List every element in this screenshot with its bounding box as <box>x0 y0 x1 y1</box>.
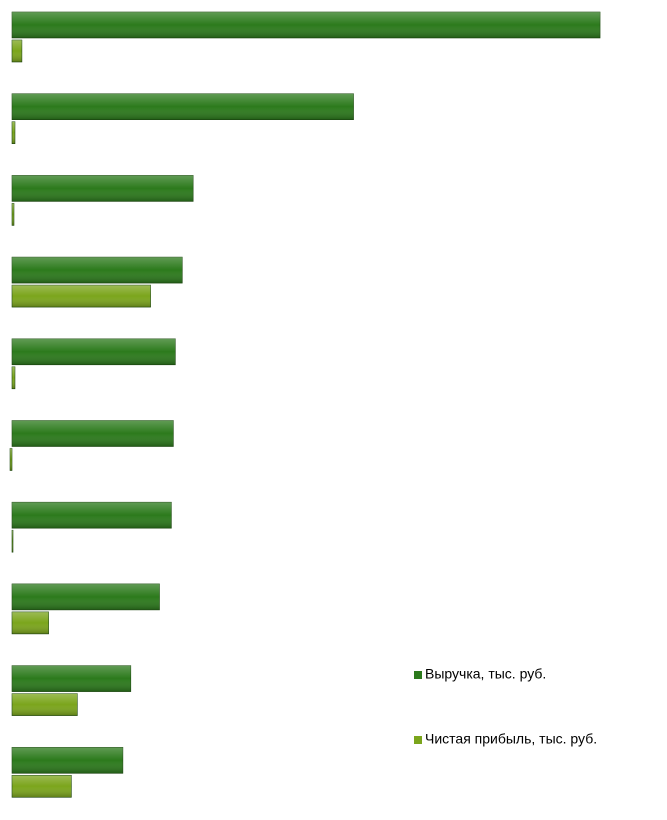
bar-shade <box>12 665 131 692</box>
bar-shade <box>12 175 194 202</box>
bar-shade <box>12 530 13 553</box>
bar-shade <box>12 203 14 226</box>
legend-label: Чистая прибыль, тыс. руб. <box>425 731 597 747</box>
bar-shade <box>12 420 174 447</box>
bar-shade <box>12 285 151 308</box>
bar-shade <box>12 502 172 529</box>
bar-shade <box>12 257 183 284</box>
bar-shade <box>12 366 15 389</box>
bar-shade <box>12 583 160 610</box>
bar-shade <box>12 775 72 798</box>
bar-shade <box>12 93 354 120</box>
bar-shade <box>12 693 78 716</box>
bar-shade <box>12 121 15 144</box>
legend-label: Выручка, тыс. руб. <box>425 666 546 682</box>
legend-swatch <box>414 736 422 744</box>
legend-swatch <box>414 671 422 679</box>
bar-shade <box>12 338 176 365</box>
bar-shade <box>12 12 601 38</box>
bar-shade <box>12 611 49 634</box>
bar-shade <box>10 448 12 471</box>
bar-shade <box>12 40 22 62</box>
bar-shade <box>12 747 123 774</box>
